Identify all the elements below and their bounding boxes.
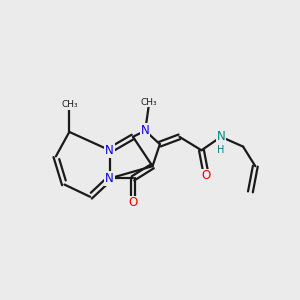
Text: CH₃: CH₃ xyxy=(61,100,78,109)
Text: CH₃: CH₃ xyxy=(140,98,157,107)
Text: N: N xyxy=(141,124,150,137)
Text: N: N xyxy=(217,130,225,143)
Text: N: N xyxy=(105,144,114,157)
Text: N: N xyxy=(105,172,114,185)
Text: O: O xyxy=(202,169,211,182)
Text: H: H xyxy=(218,145,225,155)
Text: O: O xyxy=(128,196,138,209)
